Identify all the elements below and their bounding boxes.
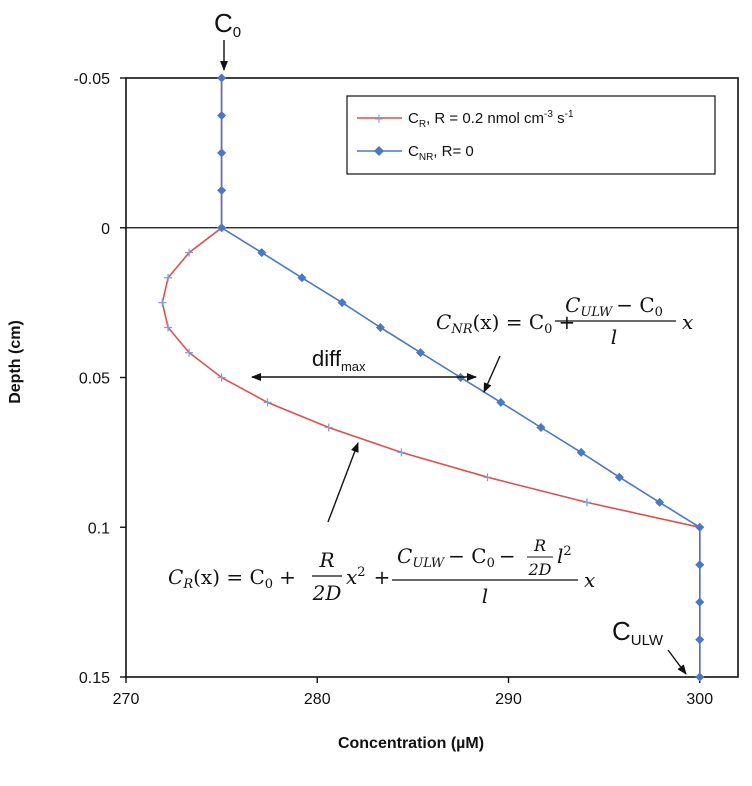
data-point-cnr [614, 472, 624, 482]
x-tick-label: 300 [686, 691, 713, 708]
data-point-cnr [217, 185, 227, 195]
legend-plus-marker: + [374, 112, 385, 127]
data-point-cnr [655, 497, 665, 507]
data-point-cnr [217, 148, 227, 158]
svg-text:R: R [318, 548, 334, 572]
legend-label-cnr: CNR, R= 0 [408, 143, 474, 163]
legend-diamond-marker [374, 146, 384, 156]
culw-label: CULW [612, 616, 664, 649]
data-point-cnr [695, 635, 705, 645]
data-point-cnr [257, 248, 267, 258]
data-point-cr [324, 423, 333, 432]
data-point-cnr [695, 672, 705, 682]
data-point-cnr [576, 447, 586, 457]
data-point-cr [217, 373, 226, 382]
y-tick-label: 0.15 [79, 670, 110, 687]
data-point-cnr [297, 273, 307, 283]
data-point-cnr [217, 73, 227, 83]
svg-text:x: x [584, 568, 595, 592]
svg-text:CULW− C0: CULW − C0 [565, 293, 663, 320]
equation-cnr-arrow [483, 355, 501, 393]
svg-text:l: l [611, 325, 617, 349]
data-point-cr [263, 398, 272, 407]
svg-text:l: l [482, 584, 488, 608]
data-point-cr [397, 448, 406, 457]
c0-label: C0 [214, 8, 241, 41]
svg-text:R: R [533, 536, 546, 555]
svg-text:CR(x) = C0+: CR(x) = C0 + [168, 565, 296, 592]
equation-cnr: CNR(x) = C0 + CULW − C0 l x [436, 293, 693, 349]
legend-label-cr: CR, R = 0.2 nmol cm-3 s-1 [408, 109, 574, 130]
y-axis-title: Depth (cm) [7, 320, 24, 404]
legend-box [346, 95, 716, 175]
svg-text:x2+: x2 + [346, 565, 390, 589]
data-point-cnr [536, 423, 546, 433]
y-axis-ticks: -0.05 0 0.05 0.1 0.15 [74, 71, 126, 687]
x-tick-label: 290 [495, 691, 522, 708]
data-point-cnr [695, 597, 705, 607]
data-point-cnr [375, 322, 385, 332]
svg-text:2D: 2D [527, 560, 551, 579]
data-point-cr [185, 248, 194, 257]
svg-text:l2: l2 [557, 544, 572, 568]
equation-cr: CR(x) = C0 + R 2D x2 + CULW − C0− R 2D l2 l… [168, 536, 595, 608]
svg-text:2D: 2D [312, 581, 342, 605]
x-axis-ticks: 270 280 290 300 [113, 677, 713, 708]
equation-cr-arrow [327, 442, 359, 523]
data-point-cr [483, 473, 492, 482]
data-point-cr [582, 498, 591, 507]
data-point-cnr [496, 397, 506, 407]
y-tick-label: 0 [101, 221, 110, 238]
data-point-cnr [695, 522, 705, 532]
data-point-cr [185, 348, 194, 357]
diff-max-label: diffmax [312, 346, 366, 374]
svg-text:CNR(x) = C0+: CNR(x) = C0 + [436, 310, 575, 337]
svg-text:x: x [682, 310, 693, 334]
y-tick-label: -0.05 [74, 71, 111, 88]
x-tick-label: 270 [113, 691, 140, 708]
x-axis-title: Concentration (µM) [338, 735, 484, 752]
data-point-cnr [217, 223, 227, 233]
x-tick-label: 280 [304, 691, 331, 708]
data-point-cr [164, 273, 173, 282]
data-point-cnr [217, 110, 227, 120]
y-tick-label: 0.1 [88, 520, 110, 537]
data-point-cnr [695, 560, 705, 570]
legend: + CR, R = 0.2 nmol cm-3 s-1 CNR, R= 0 [346, 95, 716, 175]
culw-arrow [667, 649, 687, 675]
data-point-cr [158, 298, 167, 307]
y-tick-label: 0.05 [79, 371, 110, 388]
data-point-cnr [416, 348, 426, 358]
data-point-cr [164, 323, 173, 332]
data-point-cnr [337, 298, 347, 308]
svg-text:CULW− C0−: CULW − C0− [397, 544, 516, 571]
